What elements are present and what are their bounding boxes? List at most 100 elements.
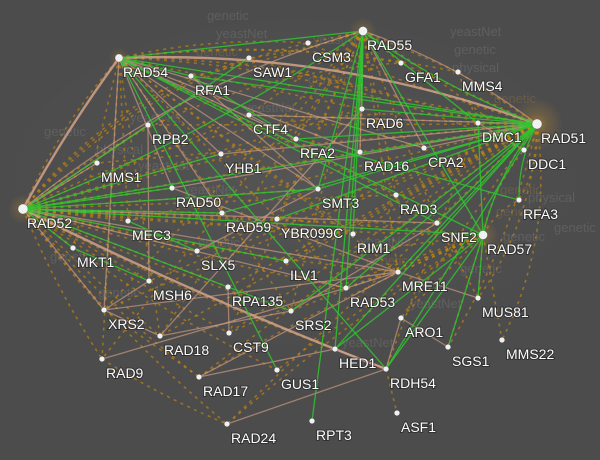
- node-label-SAW1: SAW1: [253, 64, 292, 80]
- edge-RAD55-RAD18: [159, 30, 364, 337]
- node-label-RPT3: RPT3: [316, 427, 352, 443]
- node-SNF2[interactable]: [433, 219, 441, 227]
- node-XRS2[interactable]: [100, 306, 108, 314]
- node-SLX5[interactable]: [193, 247, 201, 255]
- node-label-SLX5: SLX5: [201, 257, 235, 273]
- node-GUS1[interactable]: [273, 366, 281, 374]
- node-SGS1[interactable]: [444, 343, 452, 351]
- node-CTF4[interactable]: [245, 111, 253, 119]
- node-RFA3[interactable]: [515, 196, 523, 204]
- node-SAW1[interactable]: [245, 54, 253, 62]
- edge-RAD52-MEC3: [22, 208, 129, 222]
- node-HED1[interactable]: [331, 345, 339, 353]
- node-RPA135[interactable]: [224, 283, 232, 291]
- edge-RAD51-RDH54: [385, 123, 538, 370]
- node-RDH54[interactable]: [382, 365, 390, 373]
- node-layer: [17, 26, 543, 428]
- edge-RAD52-CST9: [22, 208, 230, 334]
- edge-RAD51-RPA135: [227, 123, 538, 288]
- edge-RAD57-ILV1: [285, 234, 484, 262]
- edge-layer: [21, 30, 542, 425]
- edge-RAD17-HED1: [198, 348, 336, 378]
- edge-RAD54-RAD50: [118, 57, 173, 189]
- node-label-CTF4: CTF4: [253, 121, 288, 137]
- edge-MSH6-RPB2: [147, 124, 150, 282]
- edge-RAD52-RAD54: [22, 57, 120, 210]
- node-RAD51[interactable]: [531, 118, 543, 130]
- edge-RAD52-MRE11: [22, 208, 399, 273]
- node-SMT3[interactable]: [314, 185, 322, 193]
- node-MMS1[interactable]: [93, 159, 101, 167]
- edge-XRS2-RAD18: [103, 309, 161, 337]
- node-RFA2[interactable]: [292, 135, 300, 143]
- node-MRE11[interactable]: [394, 268, 402, 276]
- edge-RAD55-DDC1: [362, 30, 525, 151]
- edge-RPA135-CST9: [227, 286, 230, 334]
- node-RPB2[interactable]: [144, 121, 152, 129]
- node-RAD3[interactable]: [392, 191, 400, 199]
- edge-RAD55-DMC1: [362, 30, 479, 124]
- edge-RAD51-RFA3: [518, 123, 538, 201]
- node-RAD53[interactable]: [342, 284, 350, 292]
- node-RAD57[interactable]: [478, 230, 488, 240]
- edge-RAD52-RAD9: [22, 208, 103, 360]
- node-RAD16[interactable]: [356, 148, 364, 156]
- node-MMS22[interactable]: [498, 336, 506, 344]
- node-YBR099C[interactable]: [273, 215, 281, 223]
- edge-XRS2-MSH6: [103, 280, 150, 311]
- node-CST9[interactable]: [225, 329, 233, 337]
- watermark-text: genetic: [496, 204, 538, 219]
- node-SRS2[interactable]: [287, 307, 295, 315]
- edge-RAD52-SRS2: [22, 208, 292, 312]
- node-RAD52[interactable]: [17, 203, 29, 215]
- edge-RAD52-GFA1: [22, 62, 402, 210]
- node-MUS81[interactable]: [474, 294, 482, 302]
- node-RAD17[interactable]: [195, 373, 203, 381]
- node-MSH6[interactable]: [145, 277, 153, 285]
- node-MMS4[interactable]: [454, 68, 462, 76]
- node-YHB1[interactable]: [217, 150, 225, 158]
- edge-RAD54-CPA2: [118, 57, 425, 149]
- node-ILV1[interactable]: [282, 257, 290, 265]
- node-label-YHB1: YHB1: [225, 160, 262, 176]
- node-label-GFA1: GFA1: [405, 69, 441, 85]
- node-RFA1[interactable]: [187, 72, 195, 80]
- edge-MKT1-MSH6: [72, 247, 150, 282]
- edge-RAD51-CST9: [228, 123, 538, 334]
- node-GFA1[interactable]: [397, 59, 405, 67]
- node-label-RAD9: RAD9: [106, 365, 144, 381]
- edge-RAD54-MKT1: [72, 57, 120, 249]
- node-CSM3[interactable]: [304, 39, 312, 47]
- edge-RAD17-MRE11: [198, 271, 399, 378]
- watermark-text: physical: [452, 60, 499, 75]
- node-label-SGS1: SGS1: [452, 353, 490, 369]
- node-DMC1[interactable]: [474, 119, 482, 127]
- node-RAD59[interactable]: [218, 209, 226, 217]
- node-RAD55[interactable]: [358, 26, 368, 36]
- node-ASF1[interactable]: [393, 409, 401, 417]
- edge-RAD51-SNF2: [436, 123, 538, 224]
- edge-RAD51-SRS2: [290, 123, 538, 312]
- watermark-text: physical: [528, 190, 575, 205]
- node-RAD6[interactable]: [358, 105, 366, 113]
- node-RAD9[interactable]: [98, 355, 106, 363]
- node-RIM1[interactable]: [349, 230, 357, 238]
- node-label-CSM3: CSM3: [312, 49, 351, 65]
- node-DDC1[interactable]: [520, 146, 528, 154]
- edge-RAD52-RAD6: [22, 108, 363, 210]
- node-RAD50[interactable]: [168, 184, 176, 192]
- node-RAD24[interactable]: [223, 420, 231, 428]
- node-ARO1[interactable]: [397, 314, 405, 322]
- node-RAD18[interactable]: [156, 332, 164, 340]
- edge-RAD54-SNF2: [118, 57, 438, 224]
- node-MKT1[interactable]: [69, 244, 77, 252]
- edge-RAD55-MMS4: [362, 30, 459, 73]
- node-MEC3[interactable]: [124, 217, 132, 225]
- node-RAD54[interactable]: [114, 53, 124, 63]
- node-CPA2[interactable]: [420, 144, 428, 152]
- edge-RAD51-SGS1: [447, 123, 538, 348]
- node-RPT3[interactable]: [308, 417, 316, 425]
- edge-RAD57-RAD54: [118, 57, 484, 236]
